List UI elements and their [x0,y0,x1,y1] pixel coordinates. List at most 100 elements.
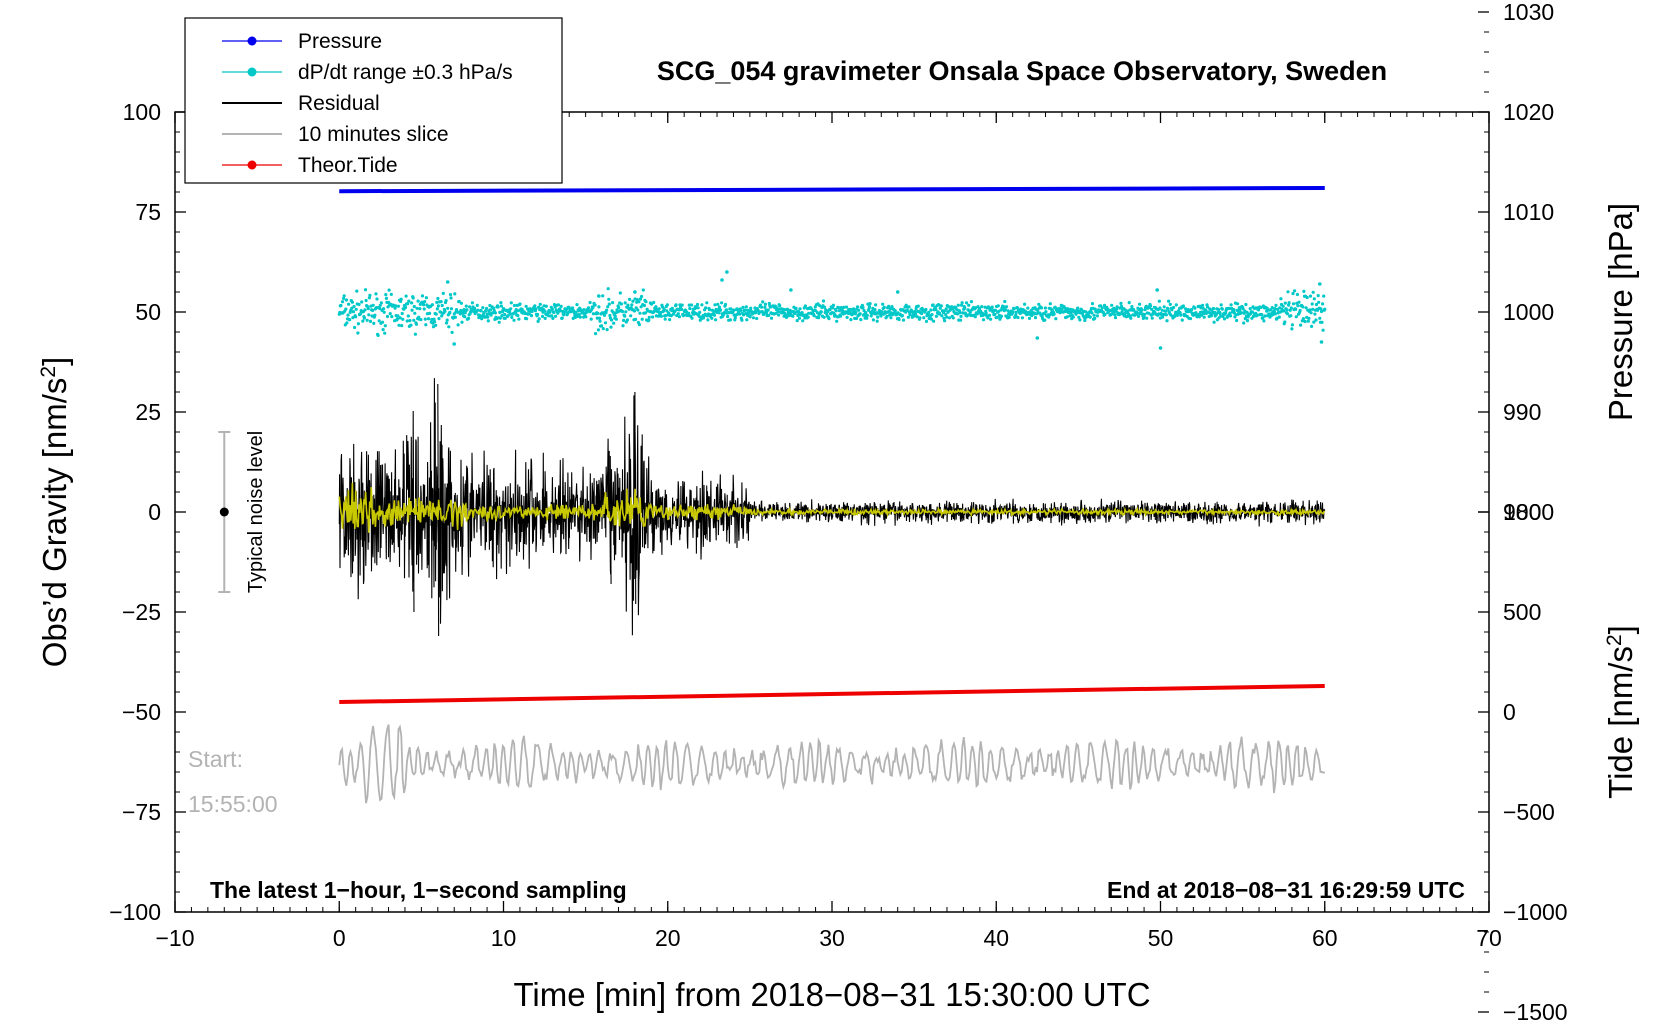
dpdt-point [601,327,605,331]
dpdt-point [1002,305,1006,309]
dpdt-point [1130,305,1134,309]
dpdt-point [499,301,503,305]
dpdt-point [1113,316,1118,320]
dpdt-point [1312,297,1316,301]
dpdt-point [1274,303,1278,307]
dpdt-point [1224,311,1228,315]
dpdt-point [1037,302,1041,306]
dpdt-point [445,318,449,322]
pressure-series [339,186,1325,194]
dpdt-point [1270,306,1274,310]
dpdt-point [1132,307,1136,312]
dpdt-point [934,314,939,318]
dpdt-point [960,301,964,305]
dpdt-point [621,324,625,328]
dpdt-point [408,319,412,323]
dpdt-point [1202,315,1206,319]
dpdt-point [864,311,868,315]
slice-line [338,724,1326,804]
y-tick-label: 50 [135,299,161,325]
dpdt-point [403,305,408,310]
dpdt-point [361,319,365,323]
dpdt-point [841,309,845,313]
slice-start-time: 15:55:00 [188,791,278,817]
dpdt-point [400,324,404,328]
dpdt-point [775,307,780,311]
legend-label: 10 minutes slice [298,123,449,146]
dpdt-point [767,313,771,317]
dpdt-point [1027,316,1032,320]
dpdt-point [764,311,769,315]
dpdt-point [525,317,529,321]
dpdt-point [651,315,655,319]
y-tick-label: −25 [122,599,161,625]
dpdt-outlier [1155,288,1159,292]
y-tick-label: −75 [122,799,161,825]
x-axis-label: Time [min] from 2018−08−31 15:30:00 UTC [513,976,1150,1013]
dpdt-outlier [895,290,900,294]
dpdt-point [922,316,926,320]
dpdt-point [674,303,678,307]
dpdt-point [540,314,545,318]
y-axis-label-tide-close: ] [1602,625,1639,634]
dpdt-point [588,300,592,305]
x-tick-label: 10 [491,925,517,951]
dpdt-point [516,313,520,318]
dpdt-point [1026,306,1030,310]
dpdt-point [817,316,821,320]
dpdt-point [987,313,992,317]
dpdt-point [1311,307,1315,311]
dpdt-point [1054,317,1058,321]
dpdt-point [726,314,730,319]
dpdt-point [1157,299,1161,303]
dpdt-point [498,316,502,320]
dpdt-point [449,296,453,300]
dpdt-point [463,315,467,319]
dpdt-point [1178,311,1182,315]
dpdt-point [410,308,414,312]
dpdt-point [718,308,723,312]
dpdt-outlier [789,288,793,292]
dpdt-point [560,316,564,320]
tide-tick-label: −500 [1503,799,1555,825]
dpdt-point [596,328,601,332]
x-tick-label: −10 [155,925,194,951]
dpdt-point [518,302,522,306]
dpdt-point [503,312,507,317]
y-axis-tide: 1000 500 0 −500 −1000 −1500 [1478,499,1568,1020]
dpdt-point [578,315,582,319]
dpdt-point [804,313,809,317]
dpdt-point [352,304,356,309]
dpdt-point [378,306,382,311]
dpdt-point [649,302,654,306]
dpdt-point [1289,314,1293,318]
dpdt-point [626,303,630,307]
slice-series [338,724,1326,804]
x-tick-label: 60 [1312,925,1338,951]
legend-label: Residual [298,92,380,115]
dpdt-point [665,303,670,307]
dpdt-point [499,304,503,308]
dpdt-point [924,319,929,323]
dpdt-point [680,303,684,307]
dpdt-point [959,314,963,318]
dpdt-point [598,319,602,323]
dpdt-point [1093,316,1097,320]
y-axis-label-tide-sup: 2 [1603,634,1626,646]
dpdt-point [1244,302,1248,307]
dpdt-point [1065,315,1069,319]
dpdt-point [854,316,859,321]
dpdt-point [424,296,428,300]
dpdt-point [552,310,556,315]
dpdt-point [1014,310,1018,314]
dpdt-point [514,310,518,314]
dpdt-outlier [452,342,457,346]
dpdt-point [882,305,886,309]
dpdt-point [536,312,540,317]
dpdt-point [395,317,399,321]
dpdt-point [1272,309,1276,314]
dpdt-point [363,288,368,292]
dpdt-point [612,321,616,325]
dpdt-point [400,311,404,316]
dpdt-point [1112,306,1116,310]
